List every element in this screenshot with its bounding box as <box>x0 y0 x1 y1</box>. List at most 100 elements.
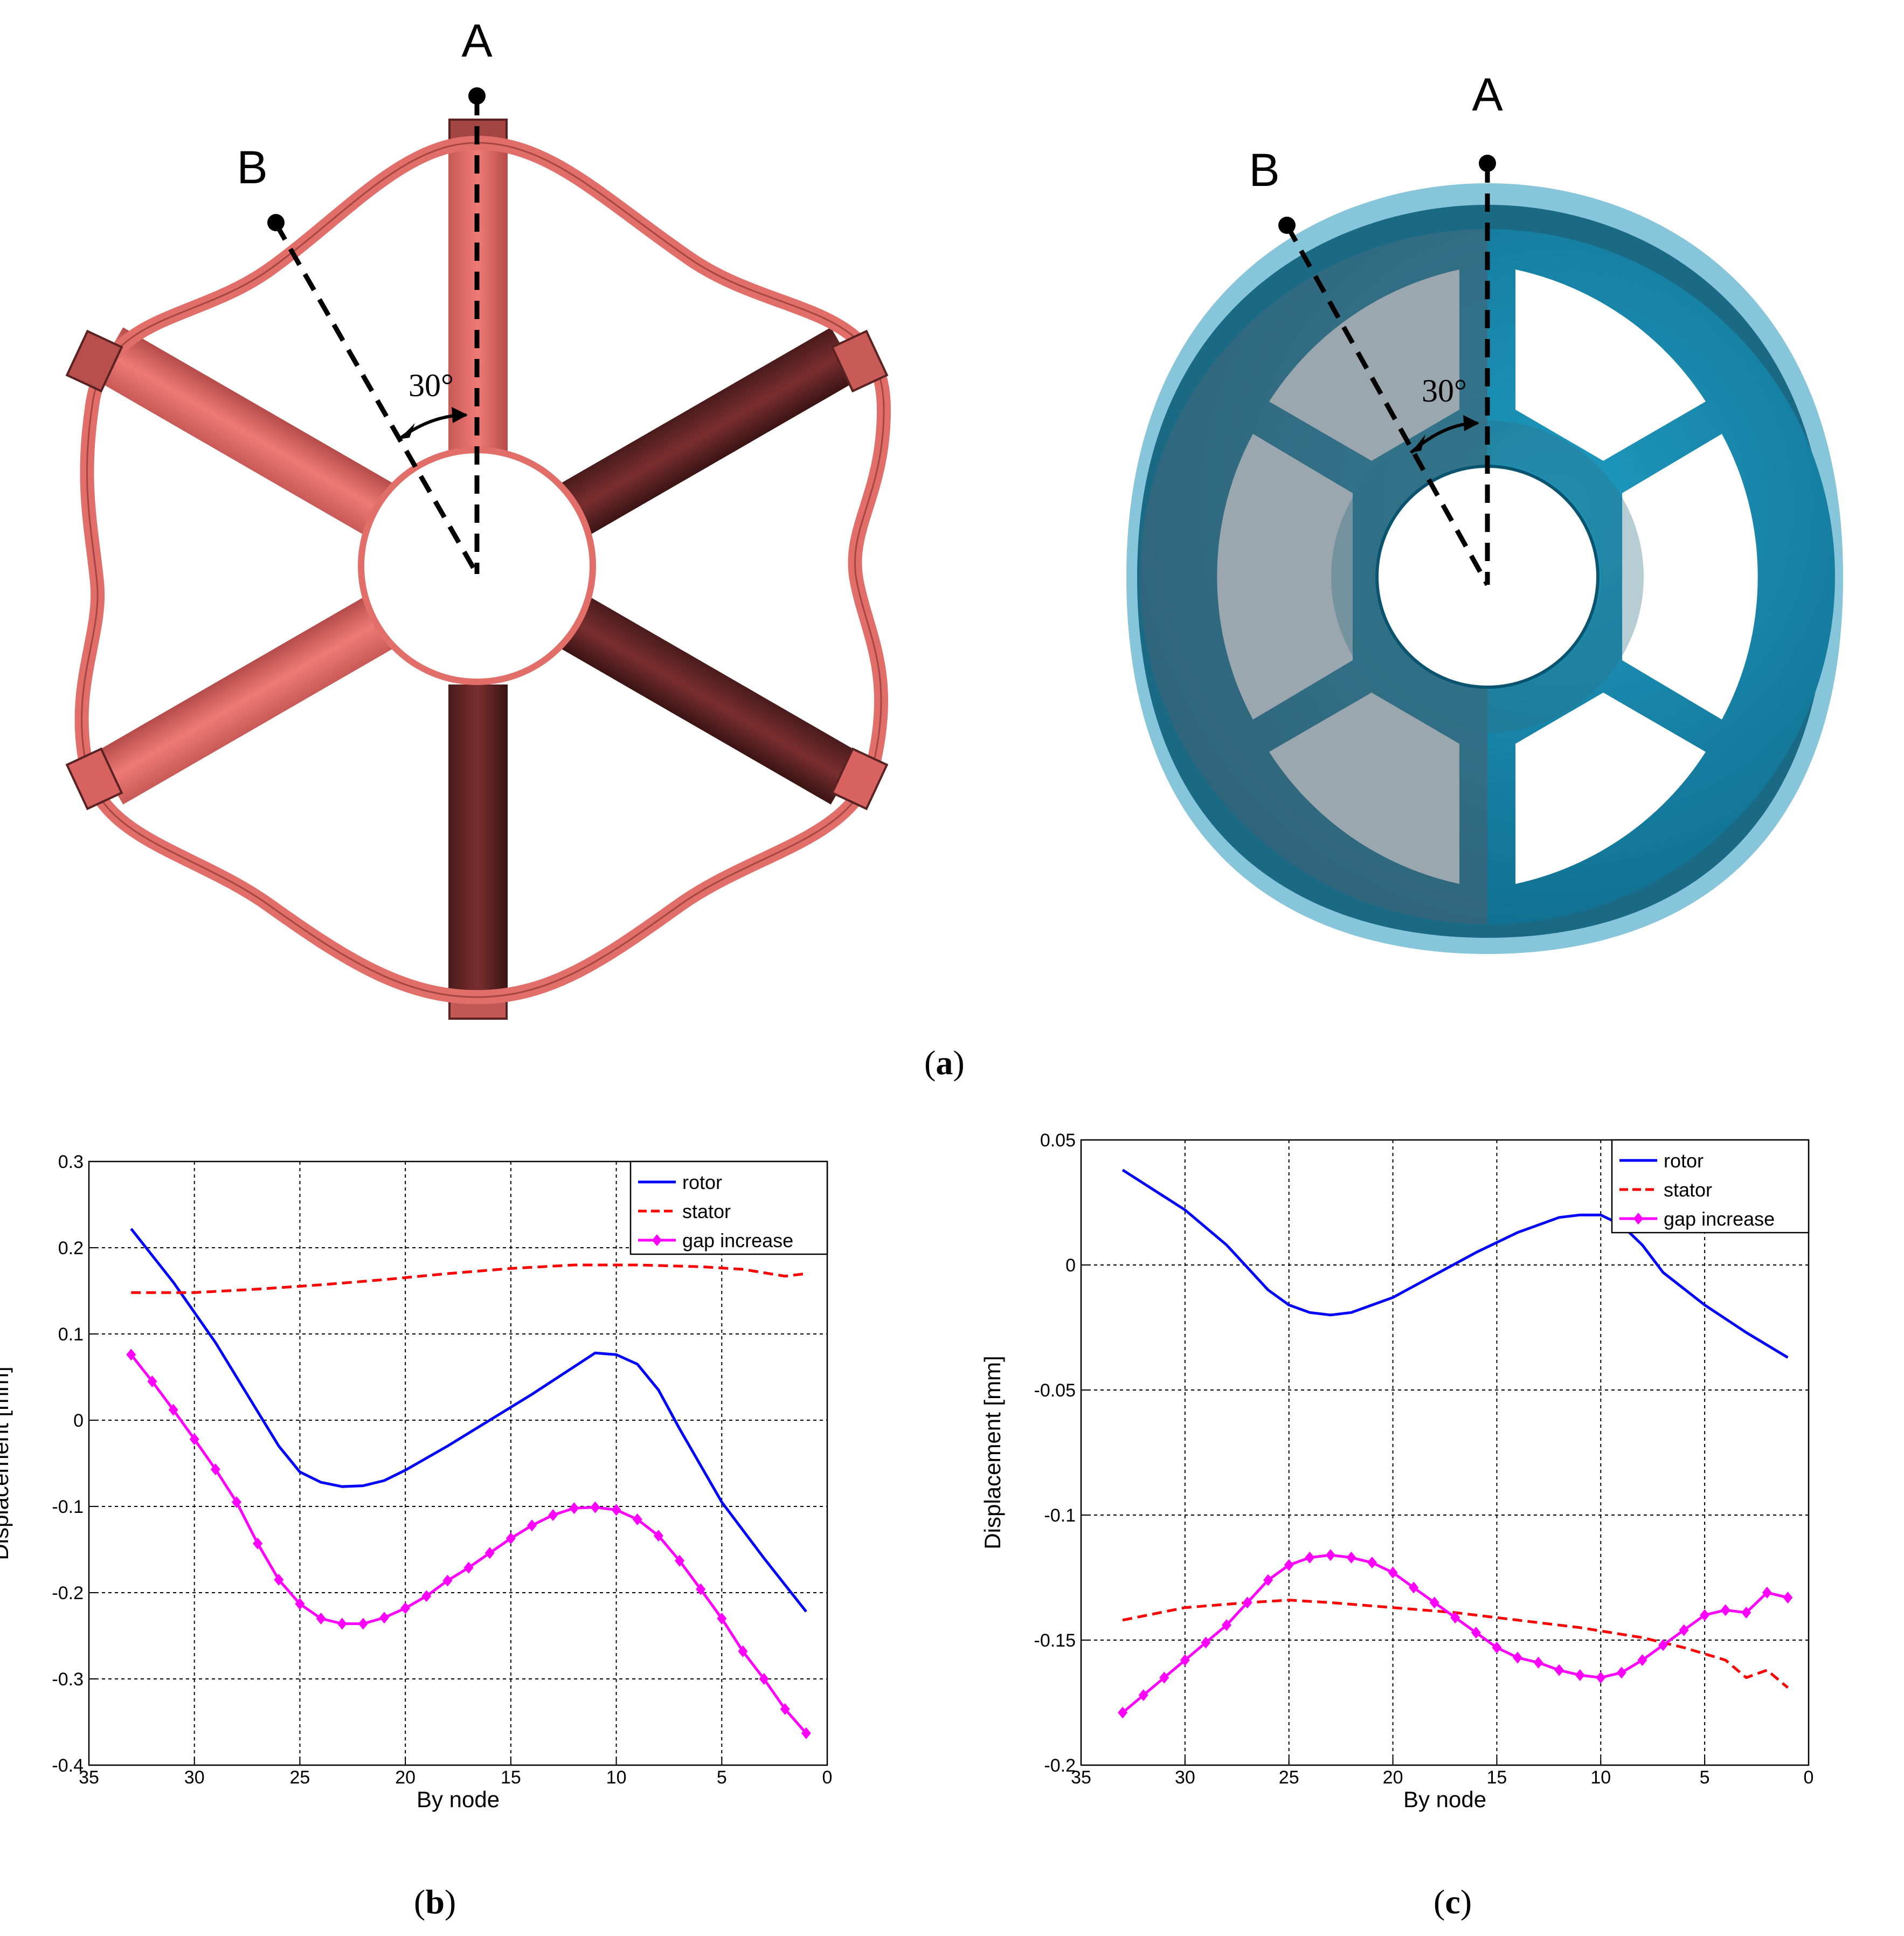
y-tick-label: 0 <box>73 1410 84 1431</box>
y-tick-label: -0.1 <box>52 1497 84 1517</box>
y-tick-label: 0.2 <box>58 1238 84 1259</box>
data-point <box>210 1463 220 1476</box>
data-point <box>590 1501 600 1513</box>
data-point <box>316 1613 326 1624</box>
data-point <box>653 1530 663 1542</box>
data-point <box>379 1612 389 1624</box>
legend-label: gap increase <box>682 1229 793 1252</box>
x-tick-label: 15 <box>1487 1767 1507 1788</box>
series-line-stator <box>131 1263 807 1294</box>
data-point <box>1762 1586 1772 1599</box>
data-point <box>1720 1604 1730 1616</box>
legend-label: stator <box>1664 1179 1712 1201</box>
data-point <box>1783 1592 1793 1604</box>
y-tick-label: -0.3 <box>52 1669 84 1690</box>
x-tick-label: 35 <box>1071 1767 1091 1788</box>
y-tick-label: -0.05 <box>1034 1380 1076 1401</box>
data-point <box>126 1349 136 1361</box>
data-point <box>1138 1689 1148 1702</box>
caption-a-letter: a <box>936 1043 953 1082</box>
data-point <box>147 1375 157 1387</box>
data-point <box>463 1561 474 1574</box>
data-point <box>484 1547 495 1559</box>
data-point <box>189 1433 199 1446</box>
x-tick-label: 30 <box>184 1767 205 1788</box>
data-point <box>611 1504 621 1516</box>
data-point <box>1658 1639 1668 1651</box>
data-point <box>274 1574 284 1586</box>
stator-label-b: B <box>1249 144 1279 196</box>
data-point <box>1284 1559 1294 1571</box>
data-point <box>1429 1596 1439 1609</box>
data-point <box>1325 1549 1335 1561</box>
x-tick-label: 10 <box>606 1767 627 1788</box>
data-point <box>1492 1641 1502 1654</box>
data-point <box>1513 1651 1522 1664</box>
data-point <box>632 1513 642 1525</box>
x-tick-label: 30 <box>1175 1767 1195 1788</box>
x-tick-label: 15 <box>501 1767 521 1788</box>
data-point <box>232 1496 241 1508</box>
data-point <box>1159 1671 1169 1684</box>
data-point <box>569 1502 579 1515</box>
data-point <box>1471 1627 1481 1639</box>
rotor-label-b: B <box>237 142 267 193</box>
data-point <box>738 1645 748 1657</box>
data-point <box>253 1537 263 1550</box>
y-tick-label: -0.2 <box>52 1583 84 1603</box>
x-tick-label: 25 <box>290 1767 310 1788</box>
x-tick-label: 5 <box>717 1767 727 1788</box>
data-point <box>759 1673 769 1685</box>
data-point <box>421 1590 432 1602</box>
data-point <box>358 1617 368 1630</box>
data-point <box>1180 1654 1190 1667</box>
series-line-stator <box>1122 1599 1789 1689</box>
legend: rotor stator gap increase <box>1611 1139 1810 1234</box>
legend-label: stator <box>682 1200 731 1222</box>
data-point <box>717 1613 727 1624</box>
legend: rotor stator gap increase <box>629 1160 828 1255</box>
data-point <box>1596 1671 1606 1684</box>
caption-a: (a) <box>924 1043 965 1082</box>
stator-label-a: A <box>1472 69 1503 121</box>
data-point <box>675 1554 684 1567</box>
plot-frame <box>88 1160 828 1766</box>
data-point <box>1242 1596 1252 1609</box>
data-point <box>1637 1654 1647 1667</box>
data-point <box>1388 1566 1398 1579</box>
legend-box <box>629 1160 828 1255</box>
data-point <box>1575 1669 1585 1681</box>
data-point <box>780 1703 790 1715</box>
caption-b-letter: b <box>425 1883 445 1921</box>
data-point <box>527 1519 537 1532</box>
y-tick-label: -0.15 <box>1034 1630 1076 1651</box>
data-point <box>337 1617 347 1630</box>
x-tick-label: 20 <box>395 1767 416 1788</box>
series-line-rotor <box>1121 1168 1789 1359</box>
data-point <box>1201 1636 1211 1649</box>
data-point <box>1222 1619 1231 1631</box>
x-tick-label: 0 <box>822 1767 833 1788</box>
data-point <box>1533 1656 1543 1669</box>
rotor-angle-label: 30° <box>409 368 454 403</box>
data-point <box>295 1598 305 1610</box>
data-point <box>696 1583 706 1595</box>
panel-a-illustrations: A B 30° A B 30° <box>65 15 1843 1020</box>
legend-label: gap increase <box>1664 1208 1775 1230</box>
data-point <box>1450 1612 1460 1624</box>
plot-area <box>1081 1140 1809 1765</box>
x-tick-label: 5 <box>1700 1767 1710 1788</box>
y-tick-label: 0.3 <box>58 1152 84 1172</box>
x-tick-label: 10 <box>1590 1767 1611 1788</box>
data-point <box>1118 1706 1128 1719</box>
caption-c: (c) <box>1434 1883 1472 1921</box>
rotor-spokes <box>93 119 861 997</box>
data-point <box>506 1532 516 1545</box>
legend-box <box>1611 1139 1810 1234</box>
y-tick-label: -0.4 <box>52 1755 84 1776</box>
y-tick-label: -0.2 <box>1044 1755 1076 1776</box>
data-point <box>1616 1667 1626 1679</box>
x-axis-label: By node <box>417 1787 500 1812</box>
legend-label: rotor <box>682 1171 722 1193</box>
plot-frame <box>1080 1139 1810 1766</box>
